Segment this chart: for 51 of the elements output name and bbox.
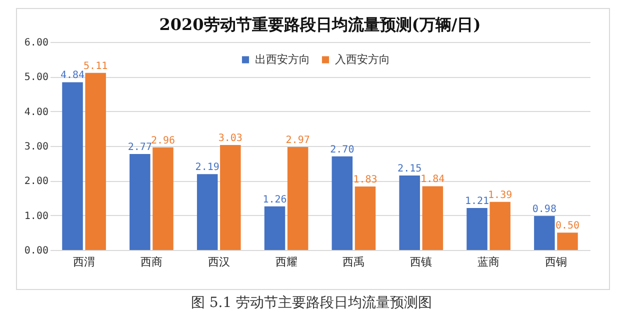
y-tick-label: 2.00: [24, 176, 48, 188]
x-tick-label: 西渭: [73, 256, 96, 268]
data-label: 0.98: [532, 204, 556, 216]
data-label: 2.96: [150, 135, 176, 146]
chart-title: 2020劳动节重要路段日均流量预测(万辆/日): [159, 15, 481, 34]
bar: [354, 186, 376, 250]
bar: [422, 186, 444, 250]
bar: [557, 232, 578, 250]
y-tick-label: 0.00: [24, 246, 48, 256]
x-tick-label: 西禹: [342, 256, 365, 268]
data-label: 2.97: [286, 135, 310, 146]
bar: [466, 208, 488, 250]
bar: [220, 144, 241, 250]
bar: [399, 175, 420, 250]
bar: [62, 82, 83, 250]
data-label: 1.83: [353, 174, 378, 186]
y-tick-label: 3.00: [24, 142, 48, 152]
bar: [85, 72, 106, 250]
data-label: 1.21: [464, 196, 490, 208]
bar: [332, 156, 353, 250]
data-label: 2.77: [128, 142, 152, 153]
x-tick-label: 蓝商: [478, 256, 500, 268]
x-tick-label: 西镇: [410, 256, 432, 268]
y-tick-label: 1.00: [24, 210, 48, 222]
bar: [152, 147, 174, 250]
caption: 图 5.1 劳动节主要路段日均流量预测图: [190, 294, 434, 312]
legend-label: 出西安方向: [255, 52, 310, 66]
data-label: 1.84: [420, 174, 445, 186]
data-label: 3.03: [218, 132, 242, 144]
x-tick-label: 西铜: [544, 256, 567, 268]
x-tick-label: 西商: [140, 256, 162, 268]
legend-label: 入西安方向: [335, 52, 390, 66]
data-label: 1.26: [262, 194, 287, 206]
bar: [490, 202, 510, 250]
data-label: 2.15: [398, 163, 422, 174]
bar: [287, 147, 308, 250]
y-tick-label: 6.00: [24, 38, 48, 48]
bar: [264, 206, 286, 250]
bar: [130, 154, 150, 250]
y-tick-label: 4.00: [24, 106, 48, 118]
bar: [534, 216, 555, 250]
data-label: 1.39: [488, 190, 512, 201]
x-tick-label: 西耀: [275, 256, 298, 268]
y-tick-label: 5.00: [24, 72, 48, 84]
data-label: 4.84: [60, 70, 85, 82]
bar: [196, 174, 218, 250]
data-label: 5.11: [84, 60, 108, 72]
data-label: 2.70: [330, 144, 354, 156]
data-label: 2.19: [195, 162, 220, 174]
data-label: 0.50: [555, 220, 580, 232]
x-tick-label: 西汉: [208, 256, 230, 268]
